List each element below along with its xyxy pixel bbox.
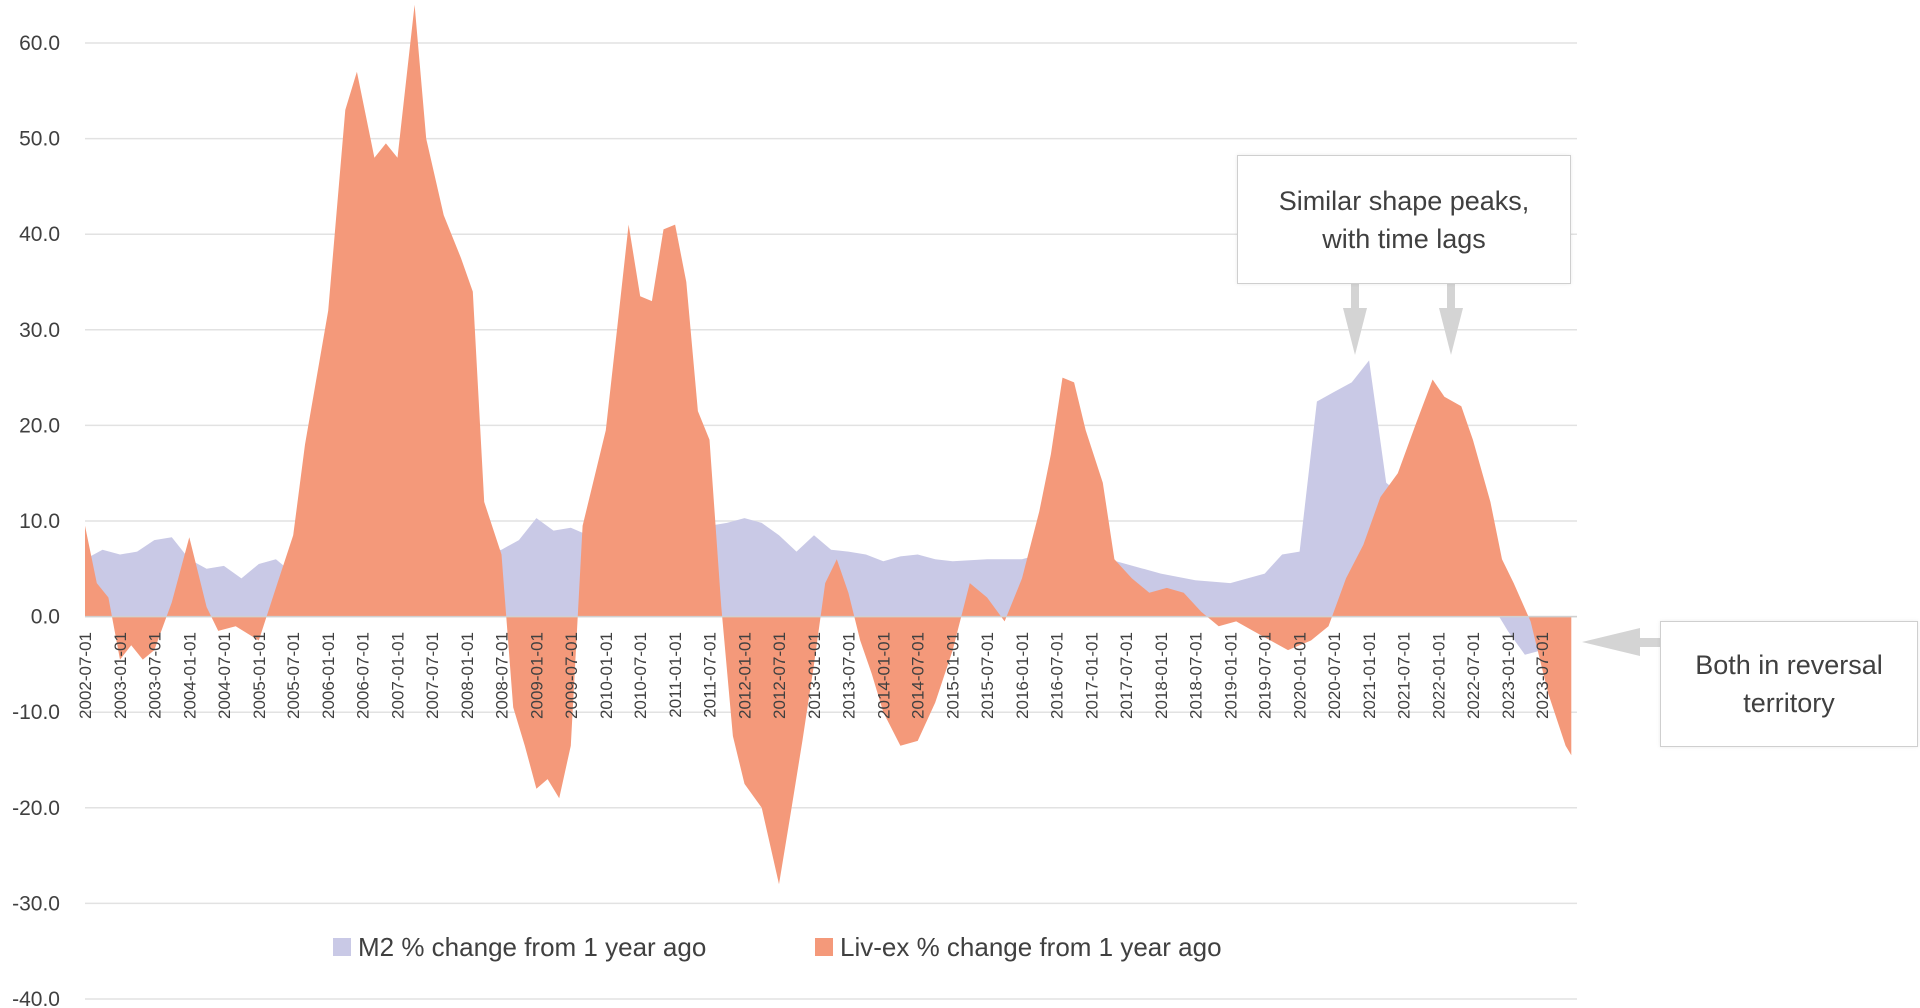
annotation-peaks-text: Similar shape peaks, with time lags: [1278, 185, 1530, 254]
x-tick-label: 2019-07-01: [1256, 632, 1275, 719]
series-layer: [85, 4, 1572, 885]
x-tick-label: 2011-01-01: [666, 632, 685, 718]
x-tick-label: 2020-07-01: [1325, 632, 1344, 719]
x-tick-label: 2014-01-01: [874, 632, 893, 719]
x-tick-label: 2012-07-01: [770, 632, 789, 719]
x-tick-label: 2019-01-01: [1221, 632, 1240, 719]
legend-swatch-m2: [333, 938, 351, 956]
y-tick-label: 50.0: [19, 128, 60, 151]
legend-label-livex: Liv-ex % change from 1 year ago: [840, 932, 1222, 962]
y-axis-tick-labels: 60.0 50.0 40.0 30.0 20.0 10.0 0.0 -10.0 -20.0 -30…: [12, 32, 60, 1008]
y-tick-label: 20.0: [19, 414, 60, 437]
x-tick-label: 2015-07-01: [978, 632, 997, 719]
x-tick-label: 2004-07-01: [215, 632, 234, 719]
x-tick-label: 2015-01-01: [944, 632, 963, 719]
annotation-arrows: [1343, 282, 1663, 656]
y-tick-label: 40.0: [19, 223, 60, 246]
x-tick-label: 2018-07-01: [1186, 632, 1205, 719]
x-tick-label: 2021-01-01: [1360, 632, 1379, 719]
y-tick-label: 30.0: [19, 319, 60, 342]
x-tick-label: 2018-01-01: [1152, 632, 1171, 719]
x-tick-label: 2003-01-01: [111, 632, 130, 719]
y-tick-label: 0.0: [31, 606, 60, 629]
arrow-shaft-3: [1638, 638, 1663, 647]
x-tick-label: 2013-07-01: [839, 632, 858, 719]
legend-label-m2: M2 % change from 1 year ago: [358, 932, 706, 962]
legend: M2 % change from 1 year ago Liv-ex % cha…: [333, 932, 1222, 962]
arrow-head-3: [1582, 628, 1640, 656]
x-tick-label: 2017-07-01: [1117, 632, 1136, 719]
x-tick-label: 2022-01-01: [1430, 632, 1449, 719]
arrow-shaft-1: [1351, 282, 1359, 310]
x-tick-label: 2005-01-01: [250, 632, 269, 719]
y-tick-label: -30.0: [12, 892, 60, 915]
x-tick-label: 2023-07-01: [1533, 632, 1552, 719]
x-tick-label: 2004-01-01: [180, 632, 199, 719]
x-tick-label: 2017-01-01: [1083, 632, 1102, 719]
arrow-head-2: [1439, 308, 1463, 355]
x-tick-label: 2022-07-01: [1464, 632, 1483, 719]
x-tick-label: 2016-01-01: [1013, 632, 1032, 719]
x-tick-label: 2010-01-01: [597, 632, 616, 719]
x-tick-label: 2007-01-01: [389, 632, 408, 719]
x-axis-tick-labels: 2002-07-01 2003-01-01 2003-07-01 2004-01-01…: [76, 632, 1552, 719]
annotation-peaks: Similar shape peaks, with time lags: [1237, 155, 1571, 284]
x-tick-label: 2006-01-01: [319, 632, 338, 719]
arrow-shaft-2: [1447, 282, 1455, 310]
arrow-head-1: [1343, 308, 1367, 355]
x-tick-label: 2012-01-01: [736, 632, 755, 719]
annotation-reversal-text: Both in reversal territory: [1695, 650, 1883, 718]
y-tick-label: 10.0: [19, 510, 60, 533]
x-tick-label: 2008-01-01: [458, 632, 477, 719]
y-tick-label: 60.0: [19, 32, 60, 55]
x-tick-label: 2003-07-01: [145, 632, 164, 719]
x-tick-label: 2002-07-01: [76, 632, 95, 719]
x-tick-label: 2013-01-01: [805, 632, 824, 719]
x-tick-label: 2020-01-01: [1291, 632, 1310, 719]
legend-swatch-livex: [815, 938, 833, 956]
x-tick-label: 2014-07-01: [909, 632, 928, 719]
x-tick-label: 2010-07-01: [631, 632, 650, 719]
x-tick-label: 2011-07-01: [701, 632, 720, 718]
x-tick-label: 2005-07-01: [284, 632, 303, 719]
x-tick-label: 2008-07-01: [493, 632, 512, 719]
x-tick-label: 2021-07-01: [1395, 632, 1414, 719]
x-tick-label: 2006-07-01: [354, 632, 373, 719]
x-tick-label: 2009-01-01: [527, 632, 546, 719]
y-tick-label: -40.0: [12, 988, 60, 1008]
x-tick-label: 2023-01-01: [1499, 632, 1518, 719]
x-tick-label: 2009-07-01: [562, 632, 581, 719]
annotation-reversal: Both in reversal territory: [1660, 621, 1918, 747]
y-tick-label: -10.0: [12, 701, 60, 724]
x-tick-label: 2016-07-01: [1048, 632, 1067, 719]
series-area-livex: [85, 4, 1572, 885]
y-tick-label: -20.0: [12, 797, 60, 820]
x-tick-label: 2007-07-01: [423, 632, 442, 719]
